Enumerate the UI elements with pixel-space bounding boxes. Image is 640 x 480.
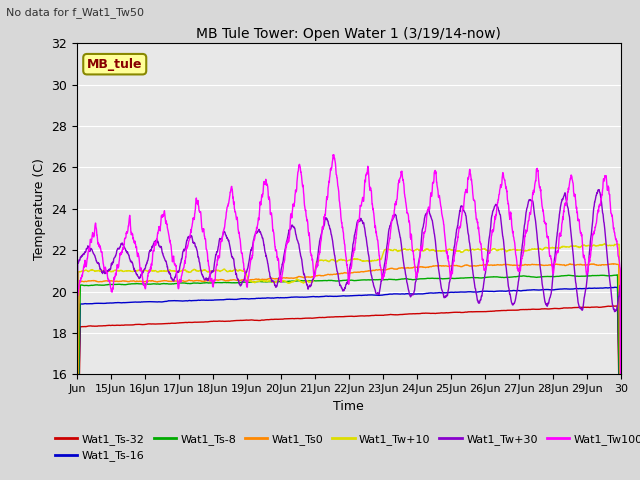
Wat1_Tw+30	[595, 187, 603, 192]
Wat1_Tw100	[543, 235, 551, 240]
Wat1_Tw100	[127, 229, 135, 235]
Wat1_Ts0	[244, 277, 252, 283]
Wat1_Ts-32	[381, 312, 389, 318]
Line: Wat1_Tw+10: Wat1_Tw+10	[77, 243, 621, 474]
Wat1_Tw100	[73, 458, 81, 464]
Wat1_Tw+30	[513, 292, 520, 298]
Wat1_Tw+10	[613, 240, 621, 246]
Wat1_Tw+10	[513, 247, 520, 253]
Wat1_Tw+30	[543, 303, 551, 309]
Wat1_Tw100	[609, 224, 617, 229]
Wat1_Tw100	[513, 257, 520, 263]
Wat1_Tw+10	[617, 457, 625, 463]
Line: Wat1_Tw+30: Wat1_Tw+30	[77, 190, 621, 480]
Wat1_Ts0	[609, 261, 617, 267]
Wat1_Ts-16	[543, 287, 551, 292]
Y-axis label: Temperature (C): Temperature (C)	[33, 158, 45, 260]
Wat1_Ts0	[543, 263, 551, 268]
Wat1_Tw+30	[617, 438, 625, 444]
Line: Wat1_Ts-32: Wat1_Ts-32	[77, 306, 621, 480]
Wat1_Ts0	[381, 267, 389, 273]
Wat1_Ts-16	[513, 288, 520, 294]
Wat1_Tw100	[617, 442, 625, 447]
Wat1_Ts-8	[513, 274, 520, 279]
Wat1_Ts-32	[609, 303, 617, 309]
Wat1_Tw+10	[381, 247, 389, 252]
Wat1_Tw100	[330, 152, 338, 157]
Wat1_Ts-16	[244, 296, 252, 302]
Line: Wat1_Ts0: Wat1_Ts0	[77, 264, 621, 480]
Wat1_Tw100	[381, 265, 389, 271]
Wat1_Ts-32	[609, 303, 617, 309]
Wat1_Tw100	[244, 274, 252, 280]
Wat1_Ts-8	[613, 272, 621, 278]
Wat1_Ts-32	[543, 306, 551, 312]
Wat1_Ts-8	[244, 279, 252, 285]
Line: Wat1_Ts-8: Wat1_Ts-8	[77, 275, 621, 480]
Text: MB_tule: MB_tule	[87, 58, 143, 71]
X-axis label: Time: Time	[333, 400, 364, 413]
Wat1_Ts-16	[611, 284, 619, 290]
Wat1_Ts0	[513, 263, 520, 268]
Wat1_Ts0	[127, 278, 135, 284]
Wat1_Tw+10	[244, 277, 252, 283]
Wat1_Ts-8	[609, 273, 617, 278]
Wat1_Ts-16	[609, 285, 617, 290]
Wat1_Ts-8	[617, 473, 625, 479]
Line: Wat1_Tw100: Wat1_Tw100	[77, 155, 621, 461]
Wat1_Ts-32	[244, 317, 252, 323]
Wat1_Tw+10	[73, 471, 81, 477]
Wat1_Ts-8	[381, 277, 389, 283]
Wat1_Tw+30	[127, 258, 135, 264]
Wat1_Tw+30	[381, 256, 389, 262]
Wat1_Ts-16	[381, 292, 389, 298]
Wat1_Ts0	[617, 460, 625, 466]
Title: MB Tule Tower: Open Water 1 (3/19/14-now): MB Tule Tower: Open Water 1 (3/19/14-now…	[196, 27, 501, 41]
Wat1_Tw+10	[543, 245, 551, 251]
Line: Wat1_Ts-16: Wat1_Ts-16	[77, 287, 621, 480]
Wat1_Ts-8	[127, 281, 135, 287]
Wat1_Tw+30	[609, 305, 617, 311]
Wat1_Tw+10	[609, 242, 617, 248]
Wat1_Ts-16	[127, 300, 135, 305]
Text: No data for f_Wat1_Tw50: No data for f_Wat1_Tw50	[6, 7, 145, 18]
Wat1_Tw+30	[244, 261, 252, 266]
Wat1_Ts-32	[127, 322, 135, 328]
Wat1_Tw+10	[127, 268, 135, 274]
Legend: Wat1_Ts-32, Wat1_Ts-16, Wat1_Ts-8, Wat1_Ts0, Wat1_Tw+10, Wat1_Tw+30, Wat1_Tw100: Wat1_Ts-32, Wat1_Ts-16, Wat1_Ts-8, Wat1_…	[51, 430, 640, 466]
Wat1_Ts-8	[543, 274, 551, 279]
Wat1_Ts0	[608, 261, 616, 267]
Wat1_Ts-32	[513, 307, 520, 313]
